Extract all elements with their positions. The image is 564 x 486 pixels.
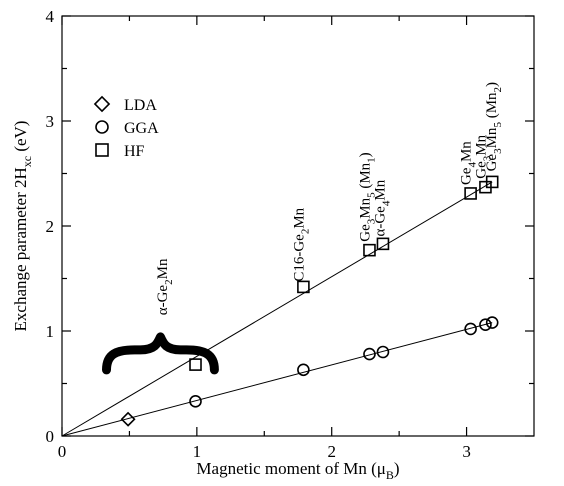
- y-axis-title: Exchange parameter 2Hxc (eV): [11, 121, 34, 332]
- hf-point: [189, 358, 202, 371]
- gga-point: [479, 318, 492, 332]
- y-tick-label: 1: [46, 322, 55, 341]
- annotation-part: Ge: [484, 154, 500, 172]
- annotation-label: C16-Ge2Mn: [291, 207, 311, 281]
- annotation-label: Ge3Mn5 (Mn2): [484, 82, 504, 171]
- annotation-part: Mn: [372, 179, 388, 200]
- hf-point: [376, 237, 390, 251]
- y-axis-title-unit: (eV): [11, 121, 30, 156]
- legend-hf-marker: [95, 143, 109, 157]
- hf-point: [464, 187, 477, 200]
- annotation-part: (Mn: [484, 92, 500, 122]
- annotation-part: Mn: [291, 207, 307, 228]
- y-axis-title-main: Exchange parameter 2H: [11, 167, 30, 331]
- annotation-part: 4: [380, 200, 392, 206]
- gga-point: [376, 345, 390, 359]
- annotation-part: (Mn: [357, 162, 373, 192]
- y-axis-title-text: Exchange parameter 2Hxc (eV): [11, 121, 34, 332]
- brace-shape: [102, 332, 219, 375]
- legend-lda-marker: [93, 95, 111, 113]
- annotation-part: Mn: [459, 141, 475, 162]
- annotation-part: 3: [481, 155, 493, 161]
- gga-point: [189, 395, 202, 408]
- x-axis-title-close: ): [394, 459, 400, 478]
- y-tick-label: 2: [46, 217, 55, 236]
- annotation-part: Mn: [357, 197, 373, 218]
- y-tick-label: 3: [46, 112, 55, 131]
- x-tick-label: 2: [327, 442, 336, 461]
- fit-lines: [61, 181, 493, 437]
- annotation-part: 4: [467, 162, 479, 168]
- hf-point: [363, 243, 376, 257]
- annotation-label: Ge4Mn: [459, 141, 479, 185]
- fit-line: [61, 181, 493, 437]
- y-tick-label: 0: [46, 427, 55, 446]
- annotation-label: α-Ge2Mn: [155, 258, 175, 315]
- annotation-part: Mn: [155, 258, 171, 279]
- annotation-part: Mn: [484, 127, 500, 148]
- hf-point: [485, 175, 499, 189]
- plot-frame: [61, 15, 535, 437]
- lda-point: [120, 411, 136, 427]
- x-tick-label: 3: [462, 442, 471, 461]
- annotation-part: α-Ge: [155, 285, 171, 316]
- annotation-part: 3: [492, 148, 504, 154]
- gga-point: [363, 347, 376, 361]
- annotation-part: 1: [365, 157, 377, 163]
- x-tick-label: 1: [193, 442, 202, 461]
- legend-hf-label: HF: [124, 143, 145, 160]
- annotation-part: Ge: [473, 161, 489, 179]
- annotation-part: C16-Ge: [291, 234, 307, 282]
- y-axis-title-sub: xc: [20, 156, 34, 167]
- annotation-part: Ge: [459, 167, 475, 185]
- alpha-ge2mn-brace: [102, 332, 219, 375]
- annotation-label: α-Ge4Mn: [372, 179, 392, 236]
- data-markers: [120, 175, 499, 427]
- x-axis-title-text: Magnetic moment of Mn (μB): [196, 459, 399, 482]
- annotation-part: 2: [299, 229, 311, 235]
- legend: LDA GGA HF: [93, 95, 159, 160]
- fit-line: [61, 322, 493, 437]
- annotation-label: Ge3Mn5 (Mn1): [357, 152, 377, 241]
- annotation-part: ): [484, 82, 500, 87]
- gga-point: [485, 316, 499, 329]
- annotation-part: Ge: [357, 224, 373, 242]
- gga-point: [464, 322, 477, 336]
- annotation-part: ): [357, 152, 373, 157]
- gga-point: [297, 363, 310, 377]
- annotation-part: 2: [492, 87, 504, 93]
- annotation-part: 5: [492, 122, 504, 128]
- legend-gga-marker: [95, 120, 109, 134]
- x-axis-title: Magnetic moment of Mn (μB): [196, 459, 399, 482]
- annotation-part: 5: [365, 192, 377, 198]
- annotation-part: 2: [163, 279, 175, 285]
- annotation-part: α-Ge: [372, 206, 388, 237]
- legend-gga-label: GGA: [124, 120, 159, 137]
- annotation-label: Ge3Mn: [473, 134, 493, 178]
- annotation-part: 3: [365, 218, 377, 224]
- annotation-part: Mn: [473, 134, 489, 155]
- x-tick-label: 0: [58, 442, 67, 461]
- hf-point: [297, 280, 310, 294]
- x-axis-title-main: Magnetic moment of Mn (μ: [196, 459, 385, 478]
- y-tick-label: 4: [46, 7, 55, 26]
- legend-lda-label: LDA: [124, 97, 157, 114]
- x-axis-title-sub: B: [386, 468, 394, 482]
